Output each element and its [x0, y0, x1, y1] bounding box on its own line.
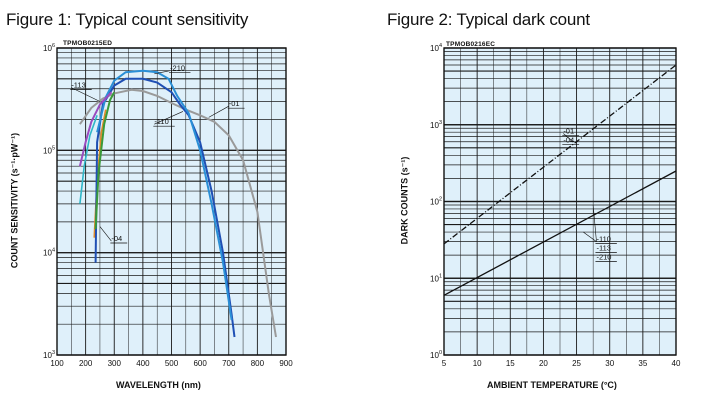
callout-leader: [154, 111, 184, 125]
x-tick-label: 100: [50, 359, 64, 368]
x-tick-label: 500: [165, 359, 179, 368]
figure-2-code: TPMOB0216EC: [446, 41, 496, 48]
x-tick-label: 400: [136, 359, 150, 368]
x-tick-label: 300: [108, 359, 122, 368]
x-tick-label: 5: [442, 359, 447, 368]
x-tick-label: 200: [79, 359, 93, 368]
callout-label: -01: [563, 126, 574, 135]
figure-2-title: Figure 2: Typical dark count: [387, 10, 590, 29]
trace-line: [79, 115, 98, 204]
callout-label: -01: [229, 99, 240, 108]
plot-frame: [56, 47, 287, 356]
callout-leader: [592, 204, 597, 242]
figure-1-code: TPMOB0215ED: [63, 40, 113, 47]
callout-label: -210: [596, 253, 611, 262]
plot-frame: [443, 47, 677, 356]
x-tick-label: 10: [473, 359, 482, 368]
x-tick-label: 800: [251, 359, 265, 368]
y-tick-label: 105: [43, 145, 55, 155]
series-line-210: [96, 69, 233, 321]
series-line-113: [78, 91, 113, 167]
callout-label: -04: [563, 135, 574, 144]
x-tick-label: 40: [672, 359, 681, 368]
y-tick-label: 102: [430, 197, 442, 207]
y-tick-label: 104: [430, 43, 442, 53]
x-tick-label: 20: [539, 359, 548, 368]
callout-label: -210: [170, 64, 185, 73]
callout-leader: [563, 133, 574, 143]
x-tick-label: 600: [193, 359, 207, 368]
callout-leader: [208, 105, 229, 118]
callout-label: -113: [596, 244, 610, 253]
y-tick-label: 103: [430, 120, 442, 130]
x-tick-label: 30: [605, 359, 614, 368]
y-tick-label: 106: [43, 43, 55, 53]
figure-1-plot: 100 200 300 400 500 600 700 800 900 103 104 105 106 -…: [43, 43, 293, 368]
figure-1-x-axis-label: WAVELENGTH (nm): [116, 380, 201, 390]
y-tick-label: 100: [430, 350, 442, 360]
x-tick-label: 35: [638, 359, 647, 368]
callout-leader: [71, 87, 101, 102]
callout-label: -04: [111, 234, 122, 243]
figure-2-plot: 5 10 15 20 25 30 35 40 100 101 102 103 104 -01-04 -110…: [430, 43, 681, 368]
callout-label: -113: [71, 81, 85, 90]
x-tick-label: 25: [572, 359, 581, 368]
x-tick-label: 900: [279, 359, 293, 368]
callout-leader: [99, 226, 112, 242]
series-line-0104: [443, 64, 677, 245]
y-tick-label: 101: [430, 273, 442, 283]
figure-2-x-axis-label: AMBIENT TEMPERATURE (°C): [487, 380, 617, 390]
y-tick-label: 103: [43, 350, 55, 360]
series-line-04: [94, 91, 116, 230]
y-tick-label: 104: [43, 248, 55, 258]
callout-leader: [154, 70, 171, 75]
x-tick-label: 15: [506, 359, 515, 368]
callout-label: -110: [596, 235, 610, 244]
x-tick-label: 700: [222, 359, 236, 368]
series-line-110113210: [443, 170, 677, 296]
callout-label: -110: [154, 117, 168, 126]
figure-1-title: Figure 1: Typical count sensitivity: [6, 10, 249, 29]
callout-leader: [583, 231, 597, 242]
